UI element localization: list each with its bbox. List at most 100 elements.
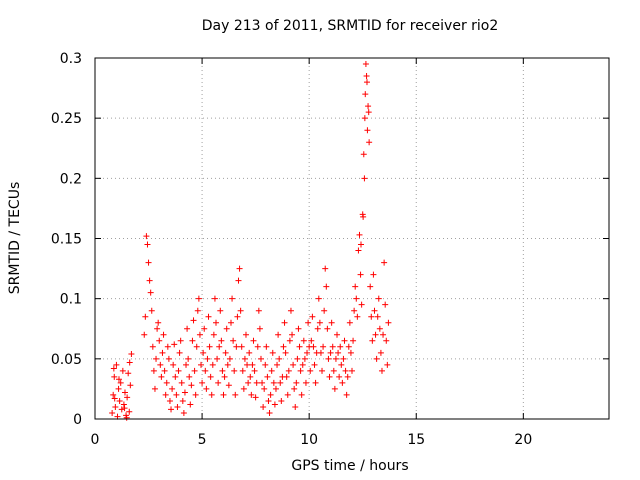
data-point: [322, 265, 329, 272]
data-point: [351, 307, 358, 314]
axis-ticks: [94, 57, 609, 420]
data-point: [188, 382, 195, 389]
data-point: [304, 349, 311, 356]
data-point: [196, 331, 203, 338]
data-point: [240, 385, 247, 392]
y-tick-label: 0.3: [60, 51, 82, 67]
data-point: [177, 337, 184, 344]
data-point: [356, 231, 363, 238]
data-point: [247, 373, 254, 380]
data-point: [320, 343, 327, 350]
data-point: [317, 349, 324, 356]
data-point: [350, 337, 357, 344]
data-point: [277, 379, 284, 386]
data-point: [202, 367, 209, 374]
data-point: [367, 283, 374, 290]
data-point: [118, 406, 125, 413]
data-point: [274, 361, 281, 368]
data-point: [263, 343, 270, 350]
data-point: [148, 307, 155, 314]
data-point: [245, 379, 252, 386]
data-point: [296, 343, 303, 350]
data-point: [282, 349, 289, 356]
data-point: [198, 361, 205, 368]
data-point: [238, 343, 245, 350]
data-point: [321, 307, 328, 314]
data-point: [250, 337, 257, 344]
data-point: [371, 307, 378, 314]
data-point: [241, 355, 248, 362]
data-point: [372, 331, 379, 338]
data-point: [233, 343, 240, 350]
data-point: [205, 313, 212, 320]
data-point: [158, 373, 165, 380]
data-point: [187, 401, 194, 408]
data-point: [226, 355, 233, 362]
data-point: [380, 331, 387, 338]
data-point: [142, 313, 149, 320]
data-point: [218, 337, 225, 344]
data-point: [362, 61, 369, 68]
data-point: [225, 382, 232, 389]
data-point: [115, 376, 122, 383]
data-point: [286, 337, 293, 344]
data-point: [249, 361, 256, 368]
data-point: [223, 325, 230, 332]
data-point: [221, 373, 228, 380]
x-axis-label: GPS time / hours: [291, 458, 408, 474]
data-point: [209, 361, 216, 368]
data-point: [365, 109, 372, 116]
data-point: [347, 349, 354, 356]
data-point: [337, 343, 344, 350]
data-point: [368, 313, 375, 320]
grid: [95, 58, 609, 419]
data-point: [112, 403, 119, 410]
data-point: [257, 355, 264, 362]
data-point: [260, 403, 267, 410]
data-point: [239, 367, 246, 374]
data-point: [369, 337, 376, 344]
data-point: [180, 409, 187, 416]
data-point: [300, 337, 307, 344]
data-point: [162, 391, 169, 398]
data-point: [150, 367, 157, 374]
data-point: [363, 79, 370, 86]
data-point: [161, 367, 168, 374]
data-point: [147, 289, 154, 296]
data-point: [319, 367, 326, 374]
data-point: [278, 397, 285, 404]
data-point: [110, 365, 117, 372]
data-point: [211, 295, 218, 302]
data-point: [323, 283, 330, 290]
data-point: [111, 395, 118, 402]
data-point: [310, 343, 317, 350]
x-tick-label: 5: [198, 432, 207, 448]
data-point: [307, 367, 314, 374]
data-point: [109, 409, 116, 416]
data-point: [193, 343, 200, 350]
data-point: [331, 385, 338, 392]
data-point: [124, 394, 131, 401]
data-point: [256, 325, 263, 332]
y-tick-label: 0.1: [60, 292, 82, 308]
data-point: [375, 295, 382, 302]
data-point: [287, 307, 294, 314]
data-point: [216, 343, 223, 350]
data-point: [352, 283, 359, 290]
data-point: [199, 379, 206, 386]
data-point: [185, 355, 192, 362]
data-point: [121, 405, 128, 412]
data-point: [179, 397, 186, 404]
data-point: [308, 337, 315, 344]
data-point: [184, 325, 191, 332]
data-point: [115, 385, 122, 392]
data-point: [183, 361, 190, 368]
data-point: [338, 361, 345, 368]
data-point: [255, 307, 262, 314]
data-point: [224, 361, 231, 368]
data-point: [204, 355, 211, 362]
data-point: [189, 337, 196, 344]
data-point: [170, 361, 177, 368]
x-tick-label: 0: [91, 432, 100, 448]
data-point: [220, 391, 227, 398]
